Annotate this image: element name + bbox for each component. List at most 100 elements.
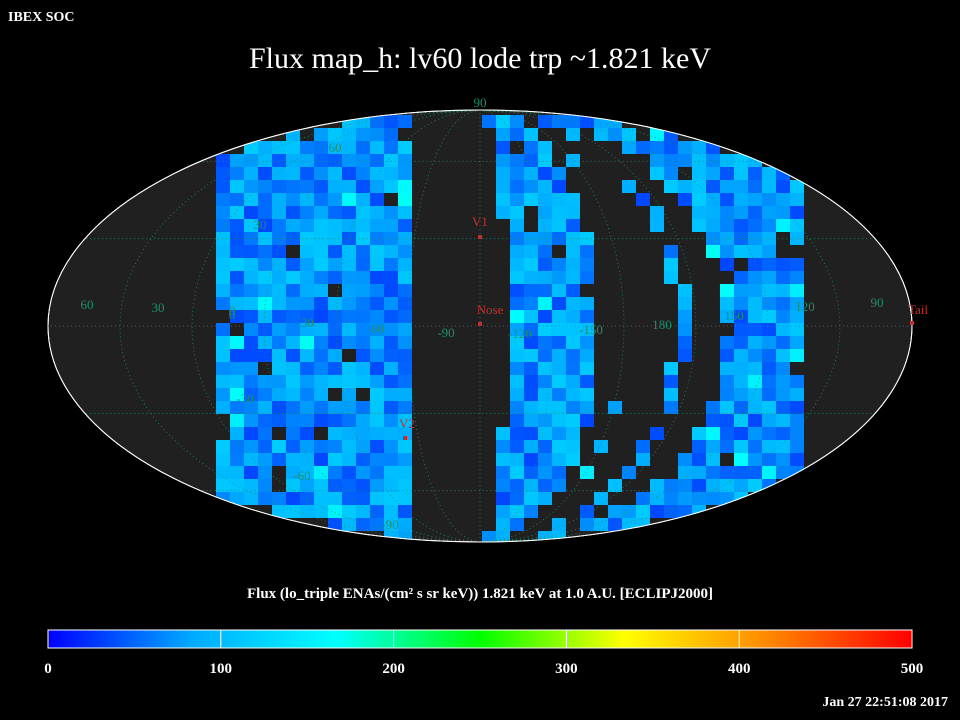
flux-pixel [216,245,230,258]
flux-pixel [356,362,370,375]
flux-pixel [762,388,776,401]
flux-pixel [258,284,272,297]
flux-pixel [230,349,244,362]
flux-pixel [342,258,356,271]
flux-pixel [706,180,720,193]
flux-pixel [734,349,748,362]
flux-pixel [566,245,580,258]
flux-pixel [342,375,356,388]
flux-pixel [762,310,776,323]
flux-pixel [258,388,272,401]
flux-pixel [776,362,790,375]
flux-pixel [244,193,258,206]
flux-pixel [566,232,580,245]
flux-pixel [356,492,370,505]
markers: V1 Nose V2 Tail [399,214,928,440]
flux-pixel [286,206,300,219]
flux-pixel [384,219,398,232]
flux-pixel [384,505,398,518]
flux-pixel [314,232,328,245]
flux-pixel [748,154,762,167]
flux-pixel [748,349,762,362]
flux-pixel [342,271,356,284]
flux-pixel [370,349,384,362]
flux-pixel [216,297,230,310]
flux-pixel [636,141,650,154]
flux-pixel [496,531,510,542]
flux-pixel [370,466,384,479]
flux-pixel [384,414,398,427]
flux-pixel [552,115,566,128]
flux-pixel [664,245,678,258]
flux-pixel [790,271,804,284]
flux-pixel [342,219,356,232]
flux-pixel [230,180,244,193]
flux-pixel [496,492,510,505]
flux-pixel [314,297,328,310]
flux-pixel [328,505,342,518]
flux-pixel [748,323,762,336]
flux-pixel [356,401,370,414]
flux-pixel [244,466,258,479]
flux-pixel [244,167,258,180]
flux-pixel [524,271,538,284]
flux-pixel [566,115,580,128]
flux-pixel [244,375,258,388]
flux-pixel [384,141,398,154]
flux-pixel [734,323,748,336]
flux-pixel [706,154,720,167]
flux-pixel [776,206,790,219]
flux-pixel [258,180,272,193]
flux-pixel [776,388,790,401]
flux-pixel [748,427,762,440]
flux-pixel [370,128,384,141]
flux-pixel [580,518,594,531]
flux-pixel [496,440,510,453]
flux-pixel [286,310,300,323]
flux-pixel [300,440,314,453]
marker-dot [910,321,914,325]
flux-pixel [356,336,370,349]
flux-pixel [720,180,734,193]
flux-pixel [678,336,692,349]
flux-pixel [664,479,678,492]
flux-pixel [314,505,328,518]
flux-pixel [398,479,412,492]
flux-pixel [300,154,314,167]
flux-pixel [762,219,776,232]
flux-pixel [538,193,552,206]
flux-pixel [720,245,734,258]
flux-pixel [762,245,776,258]
flux-pixel [510,427,524,440]
flux-pixel [230,297,244,310]
flux-pixel [580,245,594,258]
flux-pixel [244,492,258,505]
flux-pixel [384,206,398,219]
flux-pixel [300,388,314,401]
flux-pixel [286,284,300,297]
flux-pixel [748,375,762,388]
flux-pixel [510,440,524,453]
flux-pixel [328,206,342,219]
marker-label: V1 [472,214,488,229]
flux-pixel [706,167,720,180]
flux-pixel [230,453,244,466]
flux-pixel [398,388,412,401]
flux-pixel [496,479,510,492]
flux-pixel [328,336,342,349]
flux-pixel [216,206,230,219]
flux-pixel [370,505,384,518]
flux-pixel [734,375,748,388]
flux-pixel [258,310,272,323]
flux-pixel [608,128,622,141]
latitude-label: 90 [474,95,487,110]
flux-pixel [664,388,678,401]
flux-pixel [538,258,552,271]
flux-pixel [398,284,412,297]
flux-pixel [356,258,370,271]
flux-pixel [286,349,300,362]
flux-pixel [342,193,356,206]
flux-pixel [244,245,258,258]
flux-pixel [734,232,748,245]
flux-pixel [314,284,328,297]
